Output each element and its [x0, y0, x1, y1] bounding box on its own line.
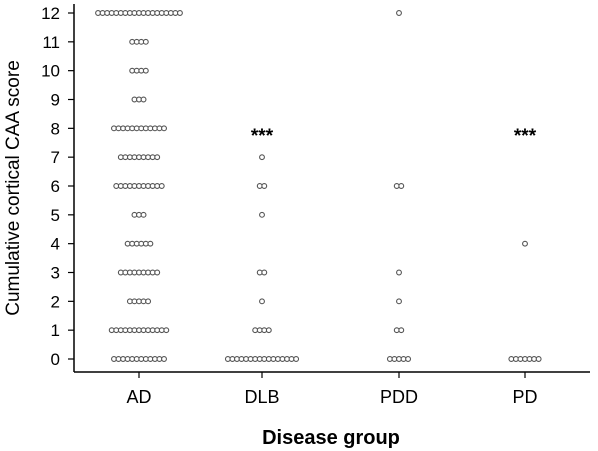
y-tick-label: 0 — [51, 350, 60, 369]
data-point — [261, 269, 268, 276]
data-point — [398, 183, 405, 189]
y-tick-label: 11 — [42, 33, 60, 52]
data-point — [142, 38, 149, 45]
data-point — [154, 154, 161, 161]
y-tick-label: 2 — [51, 292, 60, 311]
data-point — [265, 327, 272, 334]
data-point — [158, 183, 165, 189]
x-axis-title: Disease group — [262, 427, 400, 449]
data-point — [145, 298, 152, 305]
y-tick-label: 9 — [51, 91, 60, 110]
data-point — [161, 356, 167, 362]
y-tick-label: 7 — [51, 148, 60, 167]
data-point — [396, 10, 402, 16]
data-point — [259, 298, 265, 305]
data-point — [259, 211, 265, 218]
axes — [73, 4, 590, 373]
x-tick-label: PDD — [380, 387, 418, 407]
data-point — [142, 67, 149, 74]
x-tick-label: AD — [126, 387, 151, 407]
data-point — [396, 269, 402, 276]
data-point — [398, 327, 405, 334]
data-point — [259, 154, 265, 161]
y-tick-label: 10 — [41, 62, 60, 81]
data-point — [522, 240, 528, 247]
x-ticks: AD DLB PDD PD — [126, 372, 538, 407]
y-tick-label: 1 — [51, 321, 60, 340]
y-tick-label: 12 — [41, 4, 60, 23]
data-point — [396, 298, 402, 305]
y-tick-label: 8 — [51, 119, 60, 138]
data-point — [163, 327, 170, 334]
data-point — [154, 269, 161, 276]
data-point — [535, 356, 542, 362]
data-point — [140, 96, 147, 103]
data-point — [177, 10, 183, 16]
y-tick-label: 3 — [51, 264, 60, 283]
significance-marks: *** *** — [251, 126, 537, 147]
data-points — [95, 10, 542, 362]
x-tick-label: PD — [512, 387, 537, 407]
y-tick-label: 6 — [51, 177, 60, 196]
data-point — [405, 356, 412, 362]
data-point — [147, 240, 154, 247]
data-point — [140, 211, 147, 218]
data-point — [293, 356, 300, 362]
significance-mark: *** — [251, 126, 274, 147]
y-tick-label: 4 — [51, 235, 60, 254]
data-point — [161, 125, 167, 132]
significance-mark: *** — [514, 126, 537, 147]
x-tick-label: DLB — [244, 387, 279, 407]
y-tick-label: 5 — [51, 206, 60, 225]
y-axis-title: Cumulative cortical CAA score — [3, 60, 24, 316]
data-point — [261, 183, 268, 189]
